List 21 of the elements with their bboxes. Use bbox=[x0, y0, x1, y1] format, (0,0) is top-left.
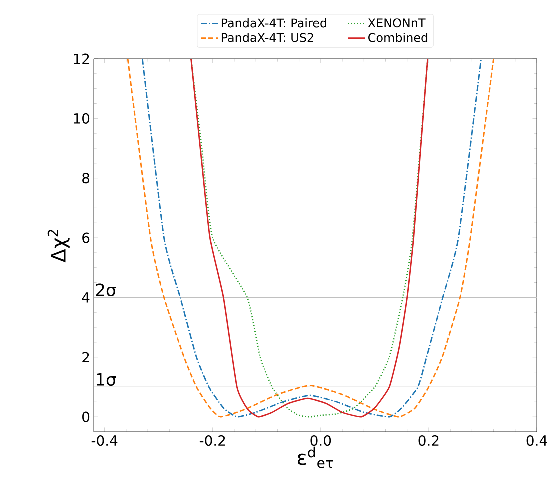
legend-label: PandaX-4T: US2 bbox=[222, 33, 314, 42]
ref-line-label: 2σ bbox=[96, 284, 116, 297]
x-tick-label: -0.2 bbox=[200, 436, 226, 446]
y-tick-label: 8 bbox=[82, 173, 90, 184]
y-tick-label: 10 bbox=[74, 113, 90, 124]
x-tick-label: 0.0 bbox=[310, 436, 332, 446]
legend-label: Combined bbox=[368, 33, 428, 42]
line-series bbox=[190, 58, 429, 418]
x-tick-label: -0.4 bbox=[92, 436, 118, 446]
x-tick-label: 0.2 bbox=[418, 436, 439, 446]
y-tick-label: 2 bbox=[82, 352, 90, 363]
y-tick-label: 12 bbox=[74, 54, 90, 64]
x-tick-label: 0.4 bbox=[526, 436, 548, 446]
legend-label: XENONnT bbox=[368, 18, 426, 28]
legend-label: PandaX-4T: Paired bbox=[222, 18, 326, 28]
x-axis-title: ε$^{d}$eτ bbox=[298, 446, 334, 468]
y-tick-label: 0 bbox=[82, 412, 90, 422]
y-tick-label: 6 bbox=[82, 232, 90, 244]
ref-line-label: 1σ bbox=[97, 373, 116, 386]
y-tick-label: 4 bbox=[82, 292, 90, 303]
y-axis-title: Δχ$^{2}$ bbox=[48, 230, 70, 263]
